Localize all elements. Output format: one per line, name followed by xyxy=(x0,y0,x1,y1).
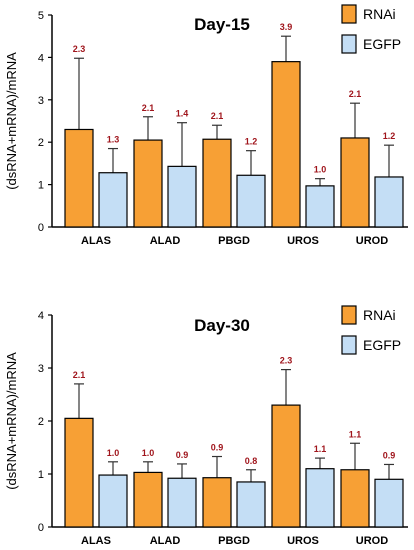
bar-rnai-alad xyxy=(133,139,163,228)
bar-rnai-urod xyxy=(340,137,370,228)
data-label: 1.1 xyxy=(314,444,327,454)
legend-label: RNAi xyxy=(363,6,396,22)
chart-panel-2: Day-30 (dsRNA+mRNA)/mRNA 0 1 2 3 4 2.1 1.0 ALAS 1.… xyxy=(4,305,408,547)
legend-label: EGFP xyxy=(363,337,401,353)
x-tick-label: UROS xyxy=(287,235,319,247)
data-label: 1.0 xyxy=(314,165,327,175)
bar-egfp-alas xyxy=(98,474,128,528)
bar-egfp-uros xyxy=(305,185,335,228)
bar-rnai-alas xyxy=(64,128,94,228)
legend-label: RNAi xyxy=(363,307,396,323)
legend-swatch xyxy=(341,335,357,355)
y-tick-label: 5 xyxy=(38,10,44,22)
x-tick-label: UROD xyxy=(356,235,388,247)
bar-rnai-uros xyxy=(271,404,301,528)
data-label: 1.0 xyxy=(142,448,155,458)
x-tick-label: ALAS xyxy=(81,535,111,547)
data-label: 0.9 xyxy=(176,450,189,460)
x-tick-label: ALAD xyxy=(150,535,181,547)
data-label: 2.3 xyxy=(280,356,293,366)
legend-swatch xyxy=(341,34,357,54)
bar-egfp-alas xyxy=(98,172,128,228)
y-tick-label: 1 xyxy=(38,180,44,192)
data-label: 1.3 xyxy=(107,135,120,145)
data-label: 0.9 xyxy=(211,443,224,453)
y-axis-label: (dsRNA+mRNA)/mRNA xyxy=(4,352,19,490)
data-label: 1.1 xyxy=(349,429,362,439)
bar-egfp-urod xyxy=(374,478,404,528)
data-label: 3.9 xyxy=(280,22,293,32)
data-label: 0.8 xyxy=(245,456,258,466)
bar-rnai-alad xyxy=(133,471,163,528)
bar-egfp-uros xyxy=(305,468,335,528)
x-tick-label: PBGD xyxy=(218,235,250,247)
data-label: 1.2 xyxy=(245,137,258,147)
data-label: 1.0 xyxy=(107,448,120,458)
data-label: 2.1 xyxy=(73,370,86,380)
y-tick-label: 3 xyxy=(38,363,44,375)
bar-rnai-pbgd xyxy=(202,477,232,528)
bar-egfp-urod xyxy=(374,176,404,228)
y-tick-label: 2 xyxy=(38,137,44,149)
bar-rnai-pbgd xyxy=(202,138,232,228)
legend-label: EGFP xyxy=(363,36,401,52)
y-tick-label: 0 xyxy=(38,222,44,234)
legend-swatch xyxy=(341,305,357,325)
bar-rnai-uros xyxy=(271,61,301,228)
bar-egfp-alad xyxy=(167,477,197,528)
bar-egfp-alad xyxy=(167,165,197,228)
y-tick-label: 3 xyxy=(38,95,44,107)
y-tick-label: 4 xyxy=(38,310,44,322)
bar-egfp-pbgd xyxy=(236,174,266,228)
bar-rnai-alas xyxy=(64,417,94,528)
data-label: 2.3 xyxy=(73,44,86,54)
data-label: 0.9 xyxy=(383,450,396,460)
bar-egfp-pbgd xyxy=(236,481,266,528)
y-tick-label: 4 xyxy=(38,52,44,64)
legend-swatch xyxy=(341,4,357,24)
x-tick-label: ALAD xyxy=(150,235,181,247)
data-label: 2.1 xyxy=(211,111,224,121)
y-tick-label: 0 xyxy=(38,522,44,534)
data-label: 2.1 xyxy=(142,103,155,113)
chart-panel-1: Day-15 (dsRNA+mRNA)/mRNA 0 1 2 3 4 5 2.3 1.3 ALAS 2… xyxy=(4,4,408,247)
y-axis-label: (dsRNA+mRNA)/mRNA xyxy=(4,52,19,190)
bar-rnai-urod xyxy=(340,469,370,528)
data-label: 1.2 xyxy=(383,131,396,141)
chart-title: Day-15 xyxy=(194,15,250,34)
data-label: 2.1 xyxy=(349,89,362,99)
x-tick-label: UROS xyxy=(287,535,319,547)
data-label: 1.4 xyxy=(176,109,189,119)
y-tick-label: 1 xyxy=(38,469,44,481)
x-tick-label: ALAS xyxy=(81,235,111,247)
x-tick-label: PBGD xyxy=(218,535,250,547)
y-tick-label: 2 xyxy=(38,416,44,428)
chart-title: Day-30 xyxy=(194,316,250,335)
x-tick-label: UROD xyxy=(356,535,388,547)
